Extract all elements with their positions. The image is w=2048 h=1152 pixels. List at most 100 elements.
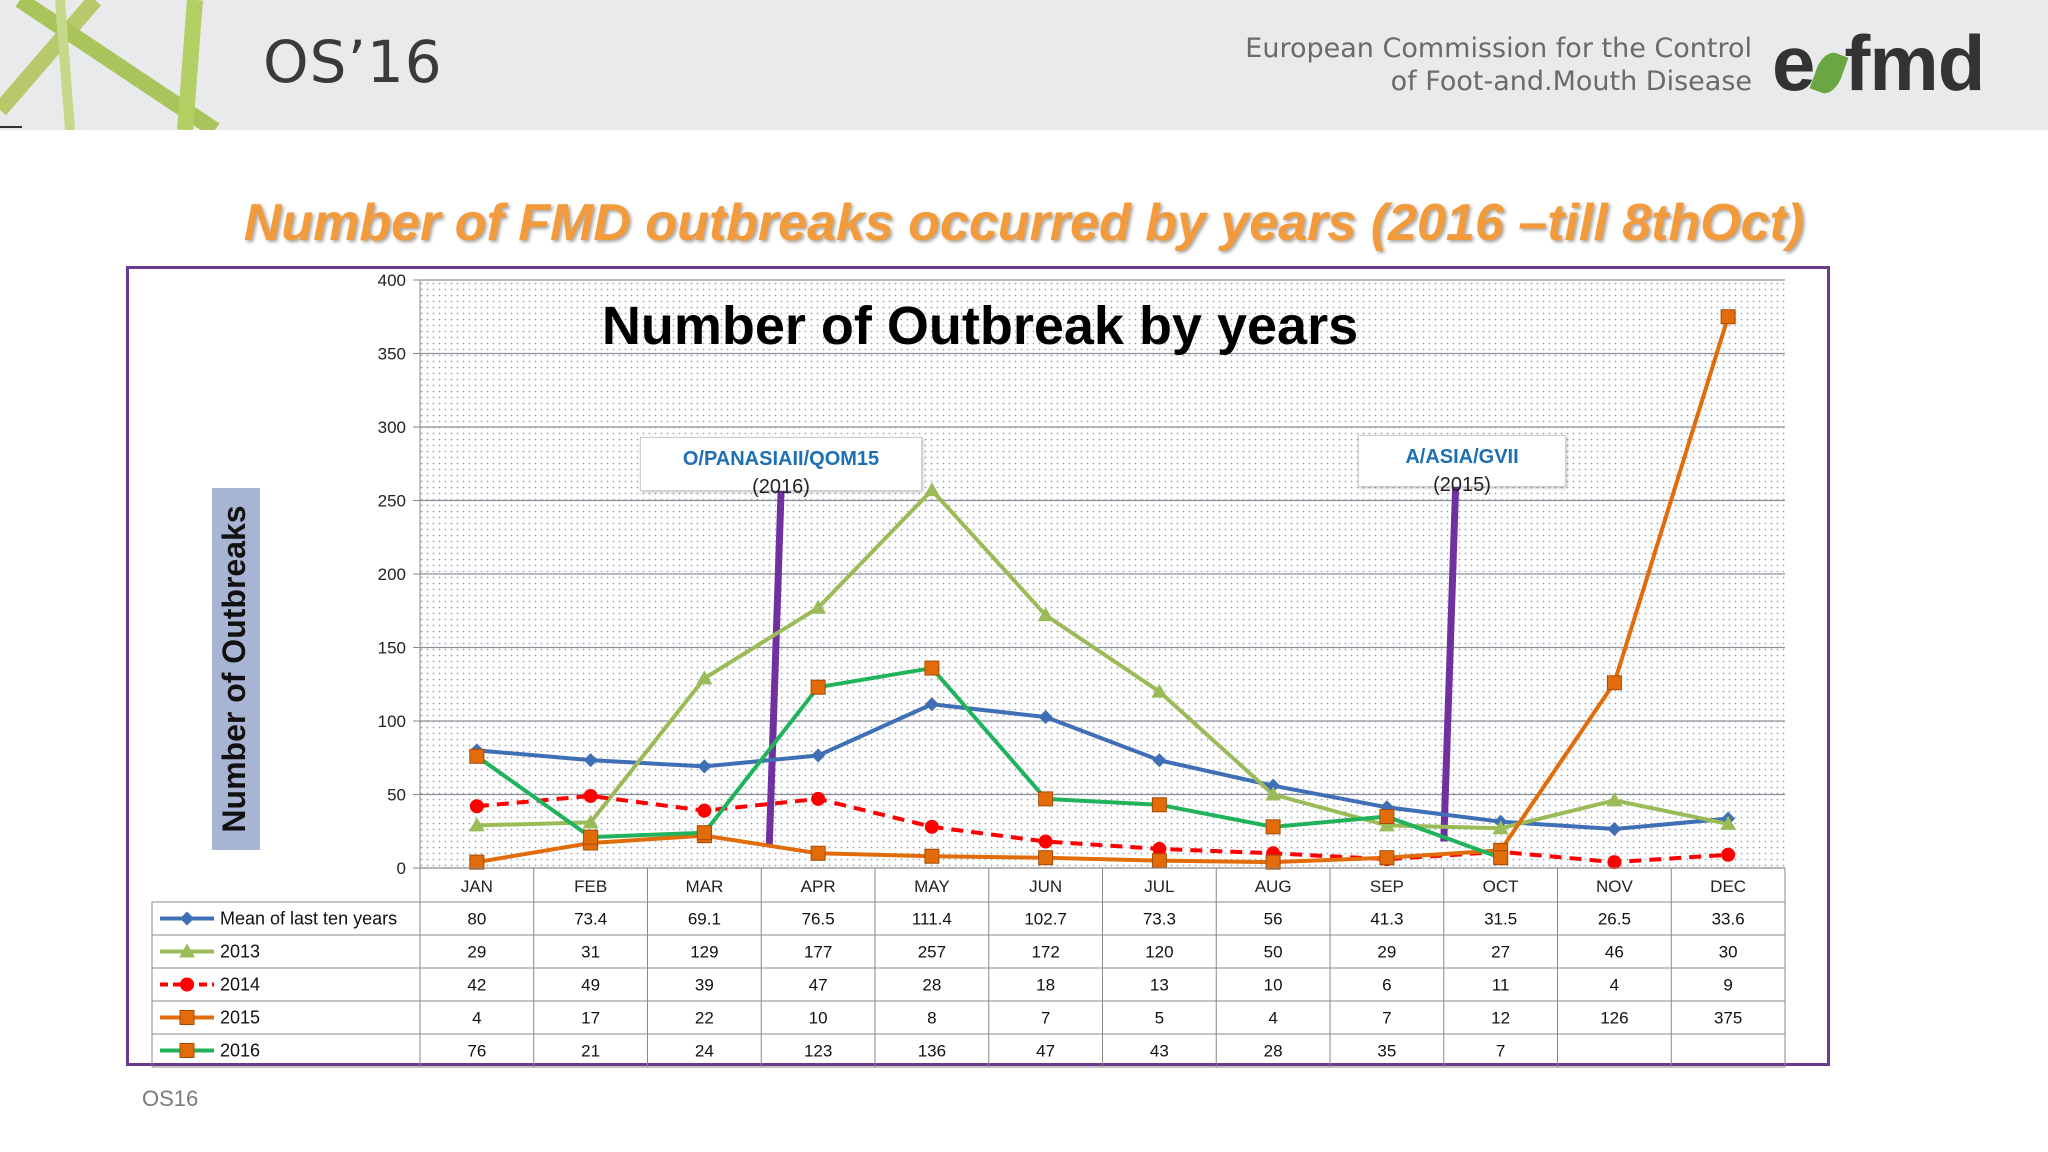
data-point [1266, 855, 1280, 869]
legend-label: 2016 [220, 1041, 260, 1061]
table-cell: 7 [1382, 1009, 1391, 1028]
footer-text: OS16 [142, 1086, 198, 1112]
data-point [1152, 798, 1166, 812]
table-cell: 28 [922, 976, 941, 995]
table-cell: 17 [581, 1009, 600, 1028]
x-category-label: NOV [1596, 877, 1634, 896]
x-category-label: MAR [685, 877, 723, 896]
table-cell: 30 [1719, 943, 1738, 962]
table-cell: 69.1 [688, 910, 721, 929]
table-cell: 177 [804, 943, 832, 962]
y-tick-label: 400 [378, 271, 406, 290]
y-tick-label: 350 [378, 345, 406, 364]
data-point [584, 830, 598, 844]
table-cell: 7 [1496, 1042, 1505, 1061]
data-point [1721, 310, 1735, 324]
data-point [1039, 835, 1053, 849]
table-cell: 28 [1264, 1042, 1283, 1061]
table-cell: 47 [809, 976, 828, 995]
x-category-label: SEP [1370, 877, 1404, 896]
y-axis-title: Number of Outbreaks [216, 505, 252, 832]
table-cell: 4 [472, 1009, 481, 1028]
x-category-label: FEB [574, 877, 607, 896]
table-cell: 7 [1041, 1009, 1050, 1028]
data-point [697, 826, 711, 840]
x-category-label: AUG [1255, 877, 1292, 896]
table-cell: 10 [809, 1009, 828, 1028]
data-point [470, 799, 484, 813]
data-point [925, 820, 939, 834]
data-point [1152, 854, 1166, 868]
table-cell: 11 [1492, 976, 1510, 995]
table-cell: 21 [581, 1042, 600, 1061]
table-cell: 76.5 [802, 910, 835, 929]
table-cell: 126 [1600, 1009, 1628, 1028]
table-cell: 31.5 [1484, 910, 1517, 929]
annotation-box: A/ASIA/GVII (2015) [1358, 435, 1566, 487]
legend-marker [180, 978, 194, 992]
table-cell: 46 [1605, 943, 1624, 962]
chart-title: Number of Outbreak by years [602, 296, 1358, 356]
data-point [1380, 810, 1394, 824]
table-cell: 39 [695, 976, 714, 995]
data-point [1039, 851, 1053, 865]
table-cell: 4 [1268, 1009, 1277, 1028]
table-cell: 73.3 [1143, 910, 1176, 929]
data-point [811, 792, 825, 806]
data-point [1039, 792, 1053, 806]
table-cell: 41.3 [1370, 910, 1403, 929]
legend-label: 2013 [220, 942, 260, 962]
table-cell: 111.4 [912, 910, 952, 929]
table-cell: 76 [467, 1042, 486, 1061]
table-cell: 49 [581, 976, 600, 995]
data-point [811, 680, 825, 694]
x-category-label: MAY [914, 877, 950, 896]
legend-marker [180, 1011, 194, 1025]
annotation-year-label: (2015) [1359, 474, 1565, 497]
table-cell: 123 [804, 1042, 832, 1061]
data-point [925, 661, 939, 675]
table-cell: 12 [1491, 1009, 1510, 1028]
data-point [811, 846, 825, 860]
table-cell: 136 [918, 1042, 946, 1061]
table-cell: 33.6 [1712, 910, 1745, 929]
annotation-strain-label: O/PANASIAII/QOM15 [641, 448, 921, 471]
legend-label: Mean of last ten years [220, 909, 397, 929]
y-tick-label: 0 [397, 859, 406, 878]
data-point [470, 855, 484, 869]
table-cell: 43 [1150, 1042, 1169, 1061]
table-cell: 42 [467, 976, 486, 995]
data-point [1266, 820, 1280, 834]
y-tick-label: 300 [378, 418, 406, 437]
y-tick-label: 100 [378, 712, 406, 731]
data-point [1607, 855, 1621, 869]
table-cell: 10 [1264, 976, 1283, 995]
table-cell: 257 [918, 943, 946, 962]
legend-label: 2015 [220, 1008, 260, 1028]
table-cell: 4 [1610, 976, 1619, 995]
table-cell: 56 [1264, 910, 1283, 929]
table-cell: 102.7 [1024, 910, 1067, 929]
legend-marker [180, 912, 194, 926]
table-cell: 9 [1723, 976, 1732, 995]
table-cell: 29 [1377, 943, 1396, 962]
data-point [1607, 676, 1621, 690]
annotation-strain-label: A/ASIA/GVII [1359, 446, 1565, 469]
data-point [1494, 851, 1508, 865]
table-cell: 13 [1150, 976, 1169, 995]
y-tick-label: 150 [378, 639, 406, 658]
table-cell: 31 [581, 943, 600, 962]
data-point [470, 749, 484, 763]
x-category-label: OCT [1483, 877, 1519, 896]
table-cell: 73.4 [574, 910, 607, 929]
x-category-label: DEC [1710, 877, 1746, 896]
data-point [1721, 848, 1735, 862]
x-category-label: JUL [1144, 877, 1174, 896]
y-tick-label: 200 [378, 565, 406, 584]
table-cell: 27 [1491, 943, 1510, 962]
table-cell: 29 [467, 943, 486, 962]
table-cell: 129 [690, 943, 718, 962]
y-tick-label: 50 [387, 786, 406, 805]
data-point [1380, 851, 1394, 865]
